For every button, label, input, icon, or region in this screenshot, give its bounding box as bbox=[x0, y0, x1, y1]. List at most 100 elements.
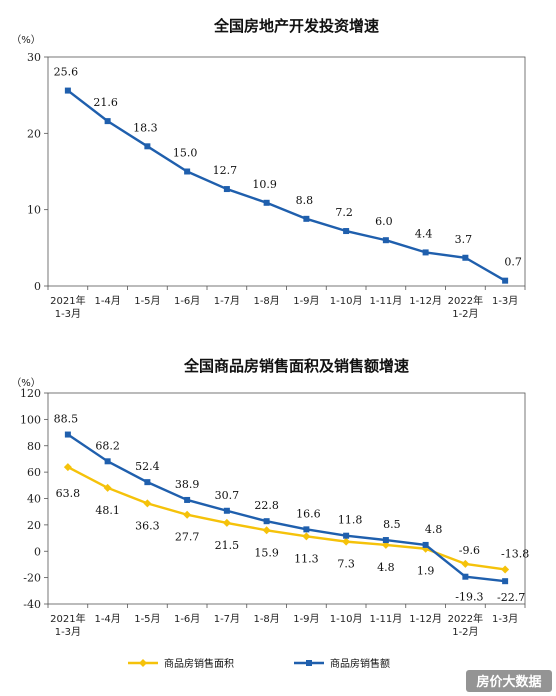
data-point bbox=[342, 537, 351, 546]
data-label: 0.7 bbox=[504, 256, 522, 269]
data-label: 16.6 bbox=[296, 507, 321, 520]
x-tick-label: 1-3月 bbox=[55, 308, 81, 320]
chart-2: 全国商品房销售面积及销售额增速 （%） -40 -20 0 20 40 60 80 100 120 2… bbox=[11, 357, 529, 670]
data-point bbox=[183, 510, 192, 519]
data-point bbox=[184, 168, 191, 175]
data-label: 8.5 bbox=[383, 518, 401, 531]
data-point bbox=[263, 518, 270, 525]
data-label: 30.7 bbox=[215, 489, 240, 502]
x-tick-label: 1-12月 bbox=[409, 613, 442, 625]
data-point bbox=[144, 143, 151, 150]
x-tick-label: 2022年 bbox=[448, 294, 483, 307]
data-label: -13.8 bbox=[501, 547, 529, 560]
data-point bbox=[422, 249, 429, 256]
data-label: 11.8 bbox=[338, 514, 363, 527]
data-label: 10.9 bbox=[252, 178, 277, 191]
data-point bbox=[422, 541, 429, 548]
data-label: 15.0 bbox=[173, 147, 198, 160]
y-tick-label: -20 bbox=[23, 572, 41, 585]
data-label: 48.1 bbox=[95, 504, 120, 517]
watermark: 房价大数据 bbox=[466, 670, 552, 692]
y-tick-label: 0 bbox=[34, 280, 41, 293]
x-tick-label: 2021年 bbox=[50, 294, 85, 307]
data-label: 22.8 bbox=[254, 499, 279, 512]
legend-marker bbox=[139, 659, 147, 667]
data-point bbox=[184, 496, 191, 503]
data-label: -22.7 bbox=[497, 591, 525, 604]
data-label: 4.8 bbox=[377, 561, 395, 574]
data-point bbox=[462, 573, 469, 580]
y-tick-label: 40 bbox=[27, 493, 41, 506]
x-tick-label: 1-2月 bbox=[452, 308, 478, 320]
x-tick-label: 1-8月 bbox=[253, 613, 279, 625]
data-label: 15.9 bbox=[254, 546, 279, 559]
data-point bbox=[343, 228, 350, 235]
watermark-backdrop bbox=[466, 670, 552, 692]
data-label: 6.0 bbox=[375, 215, 393, 228]
y-tick-label: 0 bbox=[34, 545, 41, 558]
x-tick-label: 1-4月 bbox=[94, 295, 120, 307]
x-tick-label: 1-12月 bbox=[409, 295, 442, 307]
x-tick-label: 1-10月 bbox=[330, 613, 363, 625]
y-tick-label: 60 bbox=[27, 466, 41, 479]
y-tick-label: 100 bbox=[20, 413, 41, 426]
data-point bbox=[382, 537, 389, 544]
legend-entry: 商品房销售额 bbox=[330, 657, 390, 670]
x-tick-label: 1-5月 bbox=[134, 613, 160, 625]
data-point bbox=[104, 118, 111, 125]
data-label: 36.3 bbox=[135, 519, 160, 532]
y-tick-label: 20 bbox=[27, 127, 41, 140]
x-tick-label: 1-3月 bbox=[55, 626, 81, 638]
data-label: 12.7 bbox=[213, 164, 238, 177]
data-point bbox=[302, 532, 311, 541]
data-label: 3.7 bbox=[455, 233, 473, 246]
data-point bbox=[462, 254, 469, 261]
series-line-1 bbox=[67, 466, 506, 571]
data-label: 88.5 bbox=[54, 413, 79, 426]
data-label: 4.4 bbox=[415, 227, 433, 240]
y-axis-unit: （%） bbox=[11, 377, 41, 389]
data-point bbox=[303, 215, 310, 222]
data-label: 21.6 bbox=[93, 96, 118, 109]
data-point bbox=[343, 532, 350, 539]
x-tick-label: 1-7月 bbox=[214, 613, 240, 625]
data-label: 68.2 bbox=[95, 439, 120, 452]
data-point bbox=[262, 526, 271, 535]
data-point bbox=[223, 507, 230, 514]
y-tick-label: 80 bbox=[27, 440, 41, 453]
data-point bbox=[104, 458, 111, 465]
y-tick-label: 20 bbox=[27, 519, 41, 532]
x-tick-label: 1-6月 bbox=[174, 295, 200, 307]
data-point bbox=[502, 578, 509, 585]
y-axis-unit: （%） bbox=[11, 34, 41, 46]
legend-marker bbox=[306, 660, 312, 666]
legend-entry: 商品房销售面积 bbox=[164, 657, 234, 670]
data-label: 25.6 bbox=[54, 66, 79, 79]
data-label: -9.6 bbox=[459, 544, 480, 557]
x-tick-label: 1-11月 bbox=[370, 613, 403, 625]
data-point bbox=[223, 186, 230, 193]
data-point bbox=[144, 479, 151, 486]
watermark-text: 房价大数据 bbox=[476, 674, 541, 690]
data-label: 4.8 bbox=[425, 523, 443, 536]
data-label: 18.3 bbox=[133, 121, 158, 134]
x-tick-label: 1-5月 bbox=[134, 295, 160, 307]
series-line-2 bbox=[67, 433, 506, 583]
data-point bbox=[143, 499, 152, 508]
y-tick-label: 30 bbox=[27, 51, 41, 64]
x-tick-label: 2022年 bbox=[448, 612, 483, 625]
data-point bbox=[303, 526, 310, 533]
data-point bbox=[461, 559, 470, 568]
x-tick-label: 1-3月 bbox=[492, 295, 518, 307]
data-label: 1.9 bbox=[417, 565, 435, 578]
legend: 商品房销售面积 商品房销售额 bbox=[128, 657, 390, 670]
chart-title: 全国房地产开发投资增速 bbox=[213, 17, 379, 35]
x-tick-label: 1-7月 bbox=[214, 295, 240, 307]
data-label: 38.9 bbox=[175, 478, 200, 491]
x-tick-label: 1-9月 bbox=[293, 295, 319, 307]
x-tick-label: 1-11月 bbox=[370, 295, 403, 307]
data-label: 8.8 bbox=[296, 194, 314, 207]
data-label: 52.4 bbox=[135, 460, 160, 473]
x-tick-label: 1-6月 bbox=[174, 613, 200, 625]
